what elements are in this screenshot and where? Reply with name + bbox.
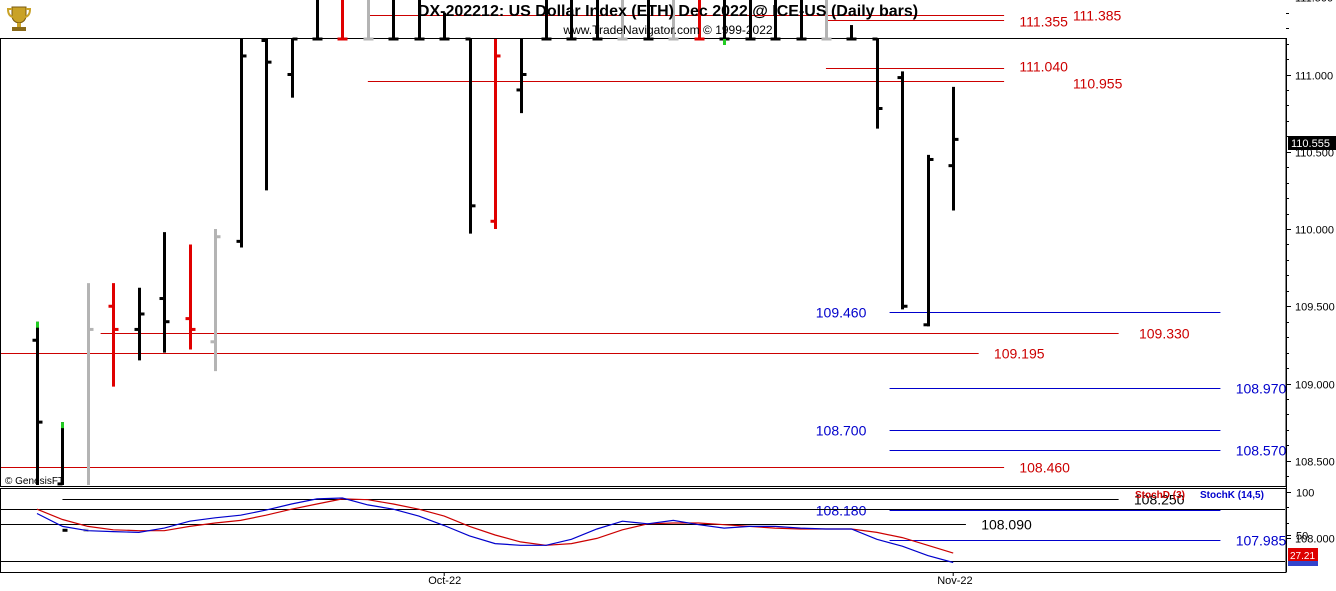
ohlc-bar [57,422,68,532]
price-axis-label: 109.500 [1295,302,1335,314]
level-label-108.460: 108.460 [1019,460,1070,476]
ohlc-bar [490,39,501,229]
ohlc-bar [287,37,298,98]
level-label-108.180: 108.180 [816,503,867,519]
chart-header: DX-202212: US Dollar Index (ETH) Dec 202… [0,0,1336,38]
price-axis-label: 111.000 [1295,71,1333,83]
stoch-axis-label: 50 [1296,531,1308,543]
ohlc-bar [897,71,908,310]
ohlc-bar [948,86,959,211]
ohlc-bar [337,0,348,41]
price-axis-label: 108.000 [1295,534,1335,546]
ohlc-bar [821,0,832,41]
ohlc-bar [439,12,450,41]
stoch-legend-label: StochD (3) [1135,490,1185,501]
level-lines: 113.345113.355112.680112.555112.055112.0… [1,8,1287,549]
level-label-111.040: 111.040 [1019,59,1068,75]
chart-frame [0,38,1287,573]
ohlc-bar [846,25,857,41]
level-label-111.385: 111.385 [1073,8,1122,24]
x-axis-label: Oct-22 [428,575,461,587]
level-label-108.570: 108.570 [1236,443,1287,459]
ohlc-bar [108,283,119,387]
ohlc-bar [694,0,705,41]
ohlc-bar [516,39,527,114]
ohlc-bar [236,39,247,248]
level-label-108.090: 108.090 [981,517,1032,533]
stoch-legend-label: StochK (14,5) [1200,490,1264,501]
ohlc-bar [796,0,807,41]
last-price-label: 110.555 [1291,138,1330,150]
price-axis-label: 109.000 [1295,380,1335,392]
ohlc-bar [134,287,145,361]
ohlc-bar [159,232,170,353]
ohlc-bar [770,0,781,41]
stoch-k-last-box [1288,561,1318,566]
ohlc-bar [32,321,43,485]
chart-subtitle: www.TradeNavigator.com © 1999-2022 [563,23,773,37]
stochastic-panel: StochD (3) StochK (14,5) 100 50 27.21 [1,488,1318,566]
ohlc-bar [312,0,323,41]
price-axis-label: 108.500 [1295,457,1335,469]
level-label-107.985: 107.985 [1236,533,1287,549]
price-axis-label: 111.500 [1295,0,1333,5]
ohlc-bar [210,229,221,372]
stoch-axis-label: 100 [1296,488,1314,500]
level-label-108.700: 108.700 [816,423,867,439]
ohlc-bar [261,39,272,191]
ohlc-bar [541,0,552,41]
stoch-series-line [36,497,954,564]
price-axis: 108.000 108.500 109.000 109.500 110.000 110.5… [428,0,1336,587]
ohlc-bar [872,37,883,129]
ohlc-bar [566,0,577,41]
level-label-109.460: 109.460 [816,305,867,321]
level-label-110.955: 110.955 [1073,76,1123,92]
ohlc-bar [719,0,730,45]
price-axis-label: 110.000 [1295,225,1334,237]
ohlc-bar [668,0,679,41]
stoch-last-label: 27.21 [1290,551,1315,562]
price-bars [32,0,959,532]
ohlc-bar [185,244,196,350]
level-label-108.250: 108.250 [1134,492,1185,508]
level-label-111.355: 111.355 [1019,14,1068,30]
ohlc-bar [363,0,374,41]
ohlc-bar [643,0,654,41]
level-label-108.970: 108.970 [1236,381,1287,397]
ohlc-bar [465,37,476,234]
ohlc-bar [414,0,425,41]
chart-title: DX-202212: US Dollar Index (ETH) Dec 202… [417,3,919,20]
watermark: © GenesisFT [5,476,64,487]
trophy-logo-icon [6,6,32,31]
x-axis-label: Nov-22 [937,575,972,587]
price-axis-label: 110.500 [1295,148,1334,160]
ohlc-bar [388,0,399,41]
stoch-last-box [1288,548,1318,561]
level-label-109.330: 109.330 [1139,326,1190,342]
stoch-series-line [36,498,954,554]
ohlc-bar [617,0,628,41]
level-label-109.195: 109.195 [994,346,1045,362]
ohlc-bar [745,0,756,41]
ohlc-bar [923,154,934,327]
last-price-box [1288,136,1336,150]
ohlc-bar [592,0,603,41]
